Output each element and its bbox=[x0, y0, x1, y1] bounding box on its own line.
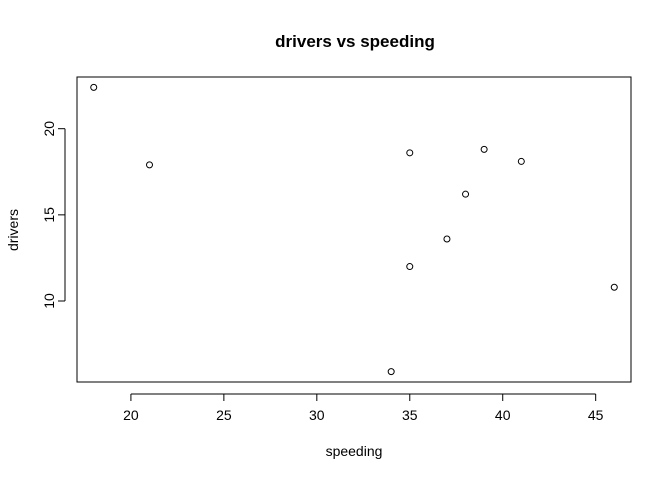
x-axis: 20 25 30 35 40 45 bbox=[123, 393, 604, 423]
data-point bbox=[387, 368, 395, 376]
data-point bbox=[517, 157, 525, 165]
chart-title: drivers vs speeding bbox=[275, 32, 435, 51]
x-tick-label: 40 bbox=[495, 407, 511, 423]
plot-frame bbox=[76, 76, 632, 383]
x-tick-label: 20 bbox=[123, 407, 139, 423]
x-tick-label: 25 bbox=[216, 407, 232, 423]
x-tick-label: 30 bbox=[309, 407, 325, 423]
y-axis: 10 15 20 bbox=[41, 121, 66, 309]
y-tick-label: 15 bbox=[41, 207, 57, 223]
data-point bbox=[406, 149, 414, 157]
data-points bbox=[90, 83, 618, 376]
data-point bbox=[146, 161, 154, 169]
data-point bbox=[480, 145, 488, 153]
data-point bbox=[610, 283, 618, 291]
y-tick-label: 10 bbox=[41, 293, 57, 309]
data-point bbox=[90, 83, 98, 91]
data-point bbox=[443, 235, 451, 243]
x-tick-label: 45 bbox=[588, 407, 604, 423]
y-axis-label: drivers bbox=[5, 209, 21, 251]
x-tick-label: 35 bbox=[402, 407, 418, 423]
data-point bbox=[406, 263, 414, 271]
data-point bbox=[462, 190, 470, 198]
x-axis-label: speeding bbox=[326, 443, 383, 459]
y-tick-label: 20 bbox=[41, 121, 57, 137]
